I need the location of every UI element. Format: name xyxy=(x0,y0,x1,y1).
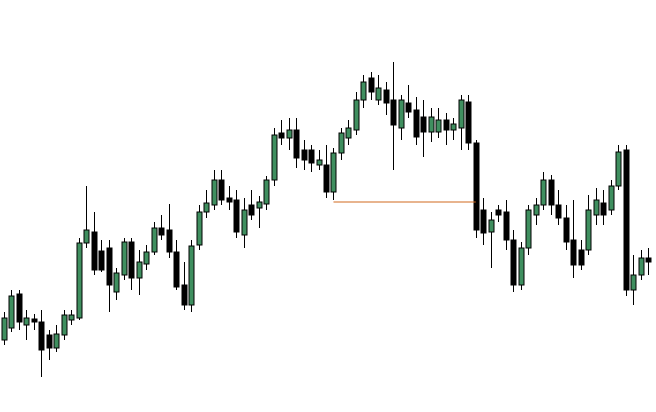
candle-body-down xyxy=(16,293,23,323)
candle-body-down xyxy=(413,109,420,138)
candle-body-down xyxy=(158,227,165,236)
candle-body-down xyxy=(278,132,285,139)
candle-body-up xyxy=(540,179,547,206)
candle-body-down xyxy=(323,164,330,193)
candle-body-up xyxy=(76,242,83,319)
candle-body-down xyxy=(368,77,375,93)
candle-body-up xyxy=(188,245,195,306)
candle-body-down xyxy=(623,149,630,291)
candle-body-up xyxy=(61,314,68,336)
candle-body-up xyxy=(8,295,15,329)
candle-body-down xyxy=(181,284,188,306)
candle-body-up xyxy=(151,227,158,253)
candle-body-down xyxy=(563,217,570,243)
candle-body-up xyxy=(533,204,540,216)
candle-body-down xyxy=(293,129,300,159)
candle-body-down xyxy=(128,241,135,279)
candle-body-down xyxy=(248,204,255,216)
candle-body-down xyxy=(420,116,427,133)
candle-body-down xyxy=(645,257,652,263)
candle-body-down xyxy=(226,197,233,203)
candle-body-up xyxy=(638,257,645,276)
candle-body-up xyxy=(608,185,615,211)
candle-body-down xyxy=(106,247,113,286)
candle-body-down xyxy=(465,101,472,144)
candle-body-down xyxy=(46,334,53,349)
candle-body-up xyxy=(585,209,592,251)
candle-body-down xyxy=(233,199,240,233)
candle-body-up xyxy=(435,119,442,133)
candle-body-up xyxy=(615,151,622,187)
candle-body-up xyxy=(353,99,360,131)
candle-body-down xyxy=(301,149,308,161)
candle-body-up xyxy=(398,99,405,129)
candle-body-up xyxy=(53,333,60,349)
candle-body-up xyxy=(68,314,75,321)
candle-body-down xyxy=(173,251,180,288)
candle-body-up xyxy=(271,134,278,181)
candle-body-up xyxy=(450,123,457,131)
candle-body-down xyxy=(38,321,45,351)
candle-body-down xyxy=(443,119,450,131)
candle-body-up xyxy=(196,211,203,246)
candle-body-up xyxy=(136,261,143,279)
candle-body-down xyxy=(555,204,562,219)
candle-body-up xyxy=(23,317,30,326)
candle-body-up xyxy=(458,99,465,129)
candle-body-down xyxy=(548,179,555,206)
candle-body-up xyxy=(263,179,270,205)
candle-body-down xyxy=(405,102,412,113)
candle-body-up xyxy=(338,132,345,154)
candle-body-up xyxy=(286,129,293,139)
candle-body-down xyxy=(495,209,502,216)
candle-body-up xyxy=(241,209,248,236)
candle-body-up xyxy=(428,116,435,133)
candle-body-down xyxy=(503,211,510,241)
candle-body-up xyxy=(375,87,382,101)
candle-body-down xyxy=(383,89,390,104)
candle-body-down xyxy=(218,179,225,201)
candle-body-down xyxy=(98,250,105,271)
candle-body-up xyxy=(360,81,367,101)
candle-body-up xyxy=(488,219,495,233)
candle-body-up xyxy=(345,127,352,139)
candle-body-up xyxy=(143,251,150,265)
candle-body-down xyxy=(91,231,98,271)
candle-body-up xyxy=(630,274,637,291)
candle-body-down xyxy=(578,249,585,266)
candle-body-down xyxy=(166,229,173,253)
candle-body-down xyxy=(390,99,397,126)
candle-body-down xyxy=(308,149,315,164)
candle-body-up xyxy=(525,209,532,249)
candle-body-up xyxy=(330,152,337,193)
candle-body-up xyxy=(211,179,218,206)
candle-body-down xyxy=(600,202,607,216)
candle-body-down xyxy=(480,209,487,234)
candle-body-down xyxy=(31,318,38,323)
candle-body-up xyxy=(113,272,120,293)
candle-body-up xyxy=(203,202,210,213)
candle-body-up xyxy=(593,199,600,216)
candle-body-up xyxy=(518,247,525,286)
candle-body-down xyxy=(570,239,577,266)
candle-body-up xyxy=(1,317,8,341)
candle-body-down xyxy=(510,239,517,286)
candle-body-up xyxy=(121,241,128,276)
candle-body-down xyxy=(473,142,480,231)
candle-body-up xyxy=(316,159,323,166)
candle-body-up xyxy=(256,201,263,209)
candle-body-up xyxy=(83,229,90,244)
